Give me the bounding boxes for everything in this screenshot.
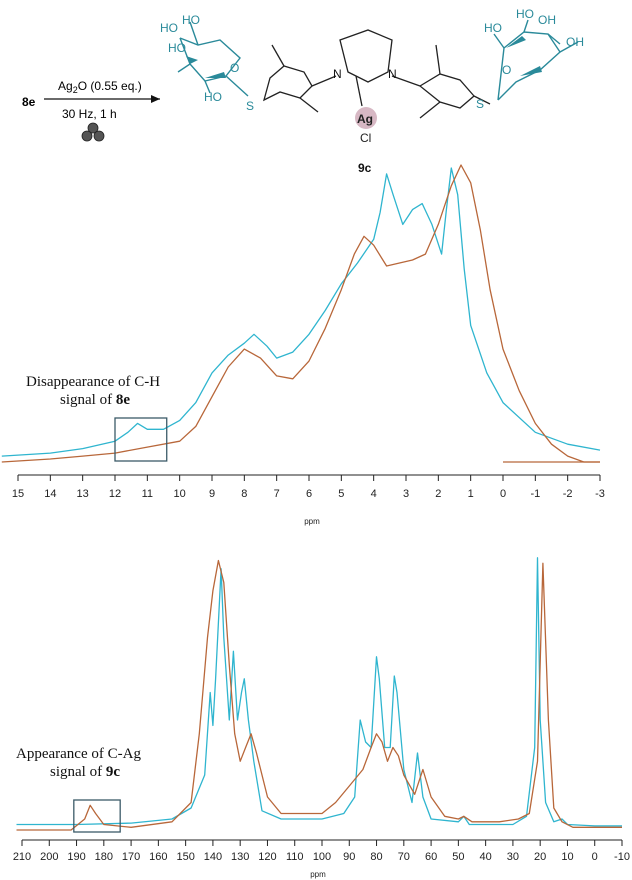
proton-highlight-box — [115, 418, 167, 461]
tick-label: -1 — [530, 488, 540, 500]
blue-spectrum-line — [2, 168, 600, 456]
tick-label: 0 — [500, 488, 506, 500]
right-sugar-labels: S HO HO OH OH O — [476, 7, 584, 111]
product-label: 9c — [358, 161, 372, 175]
carbon-x-label: ppm — [310, 870, 326, 879]
tick-label: 70 — [398, 851, 410, 863]
carbon-nmr-chart: 210 200 190 180 170 160 150 140 130 120 110 100 90 80… — [13, 558, 630, 879]
tick-label: 1 — [468, 488, 474, 500]
tick-label: 9 — [209, 488, 215, 500]
tick-label: 170 — [122, 851, 140, 863]
svg-text:HO: HO — [160, 21, 178, 35]
svg-text:OH: OH — [538, 13, 556, 27]
svg-text:O: O — [230, 61, 239, 75]
proton-x-label: ppm — [304, 517, 320, 526]
tick-label: 30 — [507, 851, 519, 863]
carbon-annotation-line1: Appearance of C-Ag — [16, 746, 141, 762]
right-thioglucose — [494, 20, 578, 100]
tick-label: 12 — [109, 488, 121, 500]
tick-label: 190 — [67, 851, 85, 863]
tick-label: 0 — [592, 851, 598, 863]
tick-label: 60 — [425, 851, 437, 863]
tick-label: 13 — [77, 488, 89, 500]
tick-label: 160 — [149, 851, 167, 863]
tick-label: 7 — [274, 488, 280, 500]
tick-label: 130 — [231, 851, 249, 863]
svg-text:HO: HO — [516, 7, 534, 21]
svg-text:S: S — [246, 99, 254, 113]
tick-label: 5 — [338, 488, 344, 500]
tick-label: -10 — [614, 851, 630, 863]
tick-label: 180 — [95, 851, 113, 863]
orange-spectrum-line — [17, 561, 623, 831]
tick-label: 210 — [13, 851, 31, 863]
tick-label: 11 — [142, 488, 153, 500]
tick-label: 150 — [176, 851, 194, 863]
tick-label: 110 — [286, 851, 304, 863]
svg-text:N: N — [333, 67, 342, 81]
tick-label: 3 — [403, 488, 409, 500]
conditions-label: 30 Hz, 1 h — [62, 107, 117, 121]
svg-text:HO: HO — [168, 41, 186, 55]
tick-label: 6 — [306, 488, 312, 500]
halide-label: Cl — [360, 131, 371, 145]
proton-annotation-line1: Disappearance of C-H — [26, 374, 160, 390]
tick-label: 2 — [435, 488, 441, 500]
tick-label: 100 — [313, 851, 331, 863]
nhc-core — [264, 30, 490, 118]
reagent-label: Ag2O (0.55 eq.) — [58, 79, 142, 95]
proton-series-group — [2, 165, 600, 462]
proton-annotation-line2: signal of 8e — [60, 392, 130, 408]
svg-text:HO: HO — [182, 13, 200, 27]
reaction-scheme: 8e Ag2O (0.55 eq.) 30 Hz, 1 h HO HO HO O… — [22, 7, 584, 175]
proton-nmr-chart: 15 14 13 12 11 10 9 8 7 6 5 4 3 2 1 0 -1 -2 -3 ppm Disappe… — [2, 165, 605, 526]
ball-mill-icon — [82, 123, 104, 141]
reactant-label: 8e — [22, 95, 36, 109]
carbon-annotation-line2: signal of 9c — [50, 764, 120, 780]
left-thioglucose — [178, 22, 248, 96]
svg-text:HO: HO — [484, 21, 502, 35]
tick-label: 90 — [343, 851, 355, 863]
tick-label: 120 — [258, 851, 276, 863]
nhc-labels: N N — [333, 67, 397, 81]
tick-label: 80 — [370, 851, 382, 863]
tick-label: 8 — [241, 488, 247, 500]
arrow-head-icon — [151, 95, 160, 103]
svg-text:N: N — [388, 67, 397, 81]
metal-label: Ag — [357, 112, 373, 126]
tick-label: 50 — [452, 851, 464, 863]
left-sugar-labels: HO HO HO O HO S — [160, 13, 254, 113]
tick-label: 10 — [174, 488, 186, 500]
tick-label: -2 — [563, 488, 573, 500]
svg-text:OH: OH — [566, 35, 584, 49]
tick-label: 40 — [480, 851, 492, 863]
svg-text:O: O — [502, 63, 511, 77]
svg-text:S: S — [476, 97, 484, 111]
blue-spectrum-line — [17, 558, 623, 826]
tick-label: 20 — [534, 851, 546, 863]
tick-label: 15 — [12, 488, 24, 500]
proton-x-ticks: 15 14 13 12 11 10 9 8 7 6 5 4 3 2 1 0 -1 -2 -3 — [12, 475, 605, 500]
tick-label: 10 — [561, 851, 573, 863]
svg-text:HO: HO — [204, 90, 222, 104]
tick-label: 140 — [204, 851, 222, 863]
orange-spectrum-line — [2, 165, 600, 462]
tick-label: 14 — [44, 488, 56, 500]
tick-label: 4 — [371, 488, 377, 500]
carbon-series-group — [17, 558, 623, 830]
tick-label: 200 — [40, 851, 58, 863]
carbon-x-ticks: 210 200 190 180 170 160 150 140 130 120 110 100 90 80… — [13, 840, 630, 863]
tick-label: -3 — [595, 488, 605, 500]
